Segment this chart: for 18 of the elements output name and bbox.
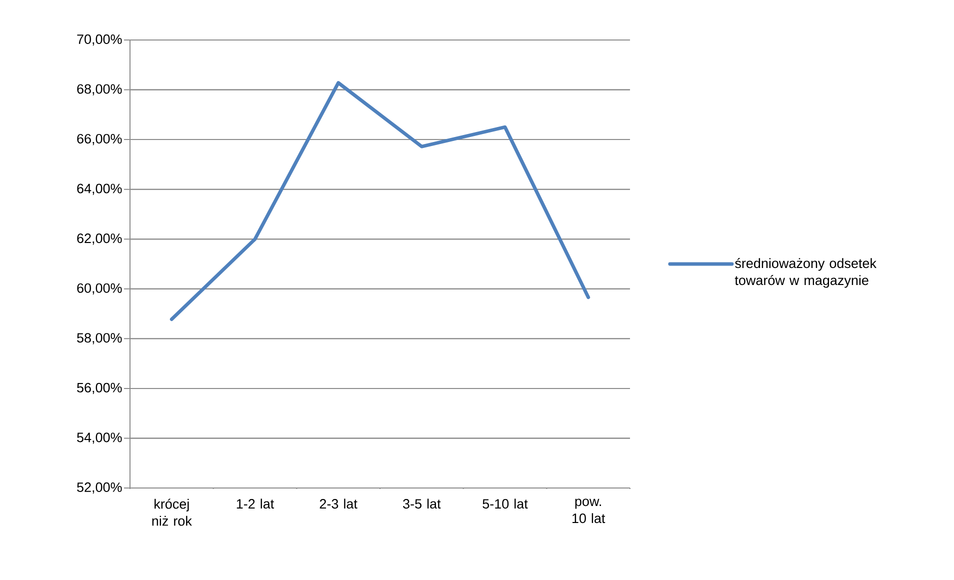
x-tick-label: 3-5 lat [403, 498, 441, 509]
y-tick-label: 62,00% [77, 234, 122, 245]
y-tick-label: 70,00% [77, 34, 122, 46]
y-tick-label: 66,00% [77, 134, 122, 146]
x-tick-label: 1-2 lat [236, 498, 274, 509]
y-tick-label: 52,00% [77, 482, 122, 494]
x-tick-label: 5-10 lat [482, 498, 528, 509]
y-tick-label: 58,00% [77, 333, 122, 344]
y-tick-label: 64,00% [77, 184, 122, 195]
y-tick-label: 54,00% [77, 432, 122, 444]
x-tick-label: pow. 10 lat [572, 498, 606, 524]
y-tick-label: 56,00% [77, 382, 122, 394]
x-tick-label: krócej niż rok [152, 498, 192, 526]
line-series [170, 81, 590, 321]
y-tick-label: 68,00% [77, 84, 122, 96]
legend-label: średnioważony odsetek towarów w magazynie [734, 258, 876, 288]
y-tick-label: 60,00% [77, 283, 122, 294]
x-tick-label: 2-3 lat [320, 498, 358, 509]
